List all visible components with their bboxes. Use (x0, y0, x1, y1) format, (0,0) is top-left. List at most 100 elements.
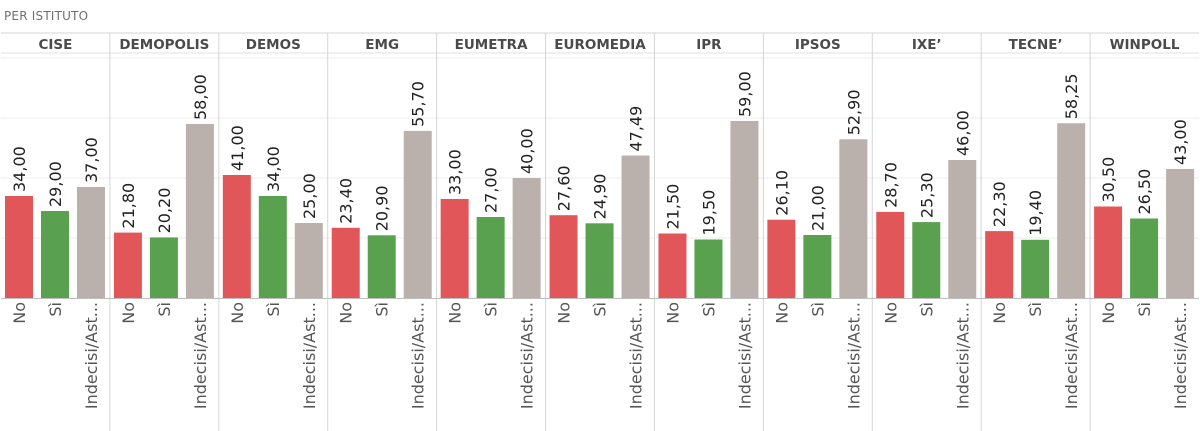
bar (77, 187, 105, 298)
category-tick-label: No (119, 302, 138, 324)
panel-header: EMG (365, 37, 399, 53)
category-tick-label: No (881, 302, 900, 324)
bar (294, 223, 323, 298)
data-label: 37,00 (82, 137, 101, 183)
data-label: 46,00 (953, 110, 972, 156)
category-tick-label: No (663, 302, 682, 324)
data-label: 41,00 (228, 125, 247, 171)
data-label: 34,00 (264, 146, 283, 192)
category-tick-label: No (555, 302, 574, 324)
data-label: 24,90 (591, 173, 610, 219)
bar (367, 235, 396, 298)
data-label: 27,60 (555, 165, 574, 211)
bar (549, 215, 578, 298)
panel-winpoll: WINPOLL 30,50 No 26,50 Sì 43,00 Indecisi/Ast..… (1089, 33, 1195, 431)
category-tick-label: No (10, 302, 29, 324)
panel-emg: EMG 23,40 No 20,90 Sì 55,70 Indecisi/Ast... (327, 33, 432, 431)
category-tick-label: Sì (1026, 302, 1045, 317)
category-tick-label: Indecisi/Ast... (627, 302, 646, 409)
panel-header: CISE (39, 37, 73, 53)
data-label: 43,00 (1171, 119, 1190, 165)
data-label: 26,10 (772, 170, 791, 216)
category-tick-label: Indecisi/Ast... (844, 302, 863, 409)
bar (149, 237, 178, 298)
data-label: 29,00 (46, 161, 65, 207)
bar (621, 155, 650, 298)
panel-demopolis: DEMOPOLIS 21,80 No 20,20 Sì 58,00 Indecisi/Ast… (109, 33, 214, 431)
panel-header: DEMOS (246, 37, 301, 53)
category-tick-label: Sì (1135, 302, 1154, 317)
bar (440, 199, 469, 298)
data-label: 55,70 (409, 81, 428, 127)
bar (1166, 169, 1195, 298)
bar (1130, 218, 1159, 298)
data-label: 19,50 (699, 190, 718, 236)
bar (5, 196, 33, 298)
bar (403, 130, 432, 298)
panel-ixe-: IXE’ 28,70 No 25,30 Sì 46,00 Indecisi/Ast... (871, 33, 977, 431)
data-label: 20,20 (155, 188, 174, 234)
bar (258, 196, 287, 298)
data-label: 26,50 (1135, 169, 1154, 215)
category-tick-label: Indecisi/Ast... (518, 302, 537, 409)
panel-header: EUROMEDIA (554, 37, 646, 53)
data-label: 40,00 (518, 128, 537, 174)
category-tick-label: Sì (808, 302, 827, 317)
data-label: 21,80 (119, 183, 138, 229)
category-tick-label: Sì (699, 302, 718, 317)
category-tick-label: No (337, 302, 356, 324)
panel-euromedia: EUROMEDIA 27,60 No 24,90 Sì 47,49 Indecisi/Ast… (545, 33, 650, 431)
bar (985, 231, 1014, 298)
bar (222, 175, 251, 298)
category-tick-label: Sì (591, 302, 610, 317)
data-label: 21,00 (808, 185, 827, 231)
bar (1094, 206, 1123, 298)
panel-ipr: IPR 21,50 No 19,50 Sì 59,00 Indecisi/Ast... (653, 33, 759, 431)
panel-header: WINPOLL (1110, 37, 1180, 53)
data-label: 58,00 (191, 74, 210, 120)
data-label: 21,50 (663, 184, 682, 230)
bar (658, 233, 687, 298)
data-label: 59,00 (735, 71, 754, 117)
bar (767, 219, 796, 298)
panel-header: IXE’ (912, 37, 942, 53)
data-label: 52,90 (844, 89, 863, 135)
bar (839, 139, 868, 298)
category-tick-label: Indecisi/Ast... (1062, 302, 1081, 409)
bar (1057, 123, 1086, 298)
data-label: 23,40 (337, 178, 356, 224)
category-tick-label: Indecisi/Ast... (300, 302, 319, 409)
bar (113, 232, 142, 298)
data-label: 22,30 (990, 181, 1009, 227)
bar (476, 217, 505, 298)
data-label: 34,00 (10, 146, 29, 192)
data-label: 25,30 (917, 172, 936, 218)
category-tick-label: Sì (482, 302, 501, 317)
bar (948, 160, 977, 298)
category-tick-label: Indecisi/Ast... (82, 302, 101, 409)
bar (512, 178, 541, 298)
panel-header: EUMETRA (455, 37, 528, 53)
data-label: 47,49 (627, 106, 646, 152)
panel-header: IPR (696, 37, 722, 53)
panel-eumetra: EUMETRA 33,00 No 27,00 Sì 40,00 Indecisi/Ast..… (436, 33, 541, 431)
category-tick-label: Indecisi/Ast... (1171, 302, 1190, 409)
panel-cise: CISE 34,00 No 29,00 Sì 37,00 Indecisi/Ast... (5, 37, 105, 409)
data-label: 30,50 (1099, 157, 1118, 203)
data-label: 25,00 (300, 173, 319, 219)
category-tick-label: Indecisi/Ast... (409, 302, 428, 409)
bar (730, 121, 759, 298)
bar (912, 222, 941, 298)
category-tick-label: Sì (373, 302, 392, 317)
category-tick-label: Sì (264, 302, 283, 317)
data-label: 27,00 (482, 167, 501, 213)
bar (694, 239, 723, 298)
data-label: 20,90 (373, 185, 392, 231)
category-tick-label: No (772, 302, 791, 324)
bar (1021, 239, 1050, 298)
category-tick-label: Sì (46, 302, 65, 317)
panel-ipsos: IPSOS 26,10 No 21,00 Sì 52,90 Indecisi/Ast... (762, 33, 868, 431)
panel-header: TECNE’ (1009, 37, 1063, 53)
